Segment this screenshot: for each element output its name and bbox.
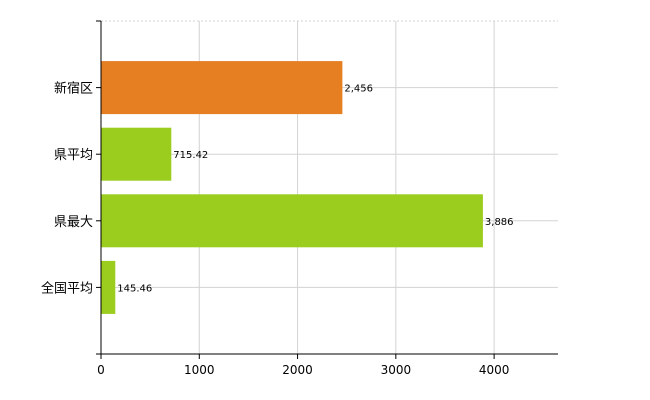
- bar: [101, 127, 172, 181]
- data-label: 3,886: [485, 217, 514, 228]
- category-label: 県最大: [54, 215, 93, 230]
- category-label: 新宿区: [54, 81, 93, 97]
- x-tick-label: 0: [97, 363, 105, 377]
- data-label: 2,456: [344, 84, 373, 95]
- bar: [101, 61, 343, 115]
- x-tick-label: 4000: [479, 363, 510, 377]
- category-label: 県平均: [54, 148, 93, 163]
- x-tick-label: 3000: [381, 363, 412, 377]
- category-label: 全国平均: [41, 280, 93, 296]
- x-tick-label: 2000: [282, 363, 313, 377]
- data-label: 145.46: [117, 283, 152, 294]
- bar: [101, 194, 483, 248]
- x-tick-label: 1000: [184, 363, 215, 377]
- bar: [101, 260, 116, 314]
- data-label: 715.42: [173, 150, 208, 161]
